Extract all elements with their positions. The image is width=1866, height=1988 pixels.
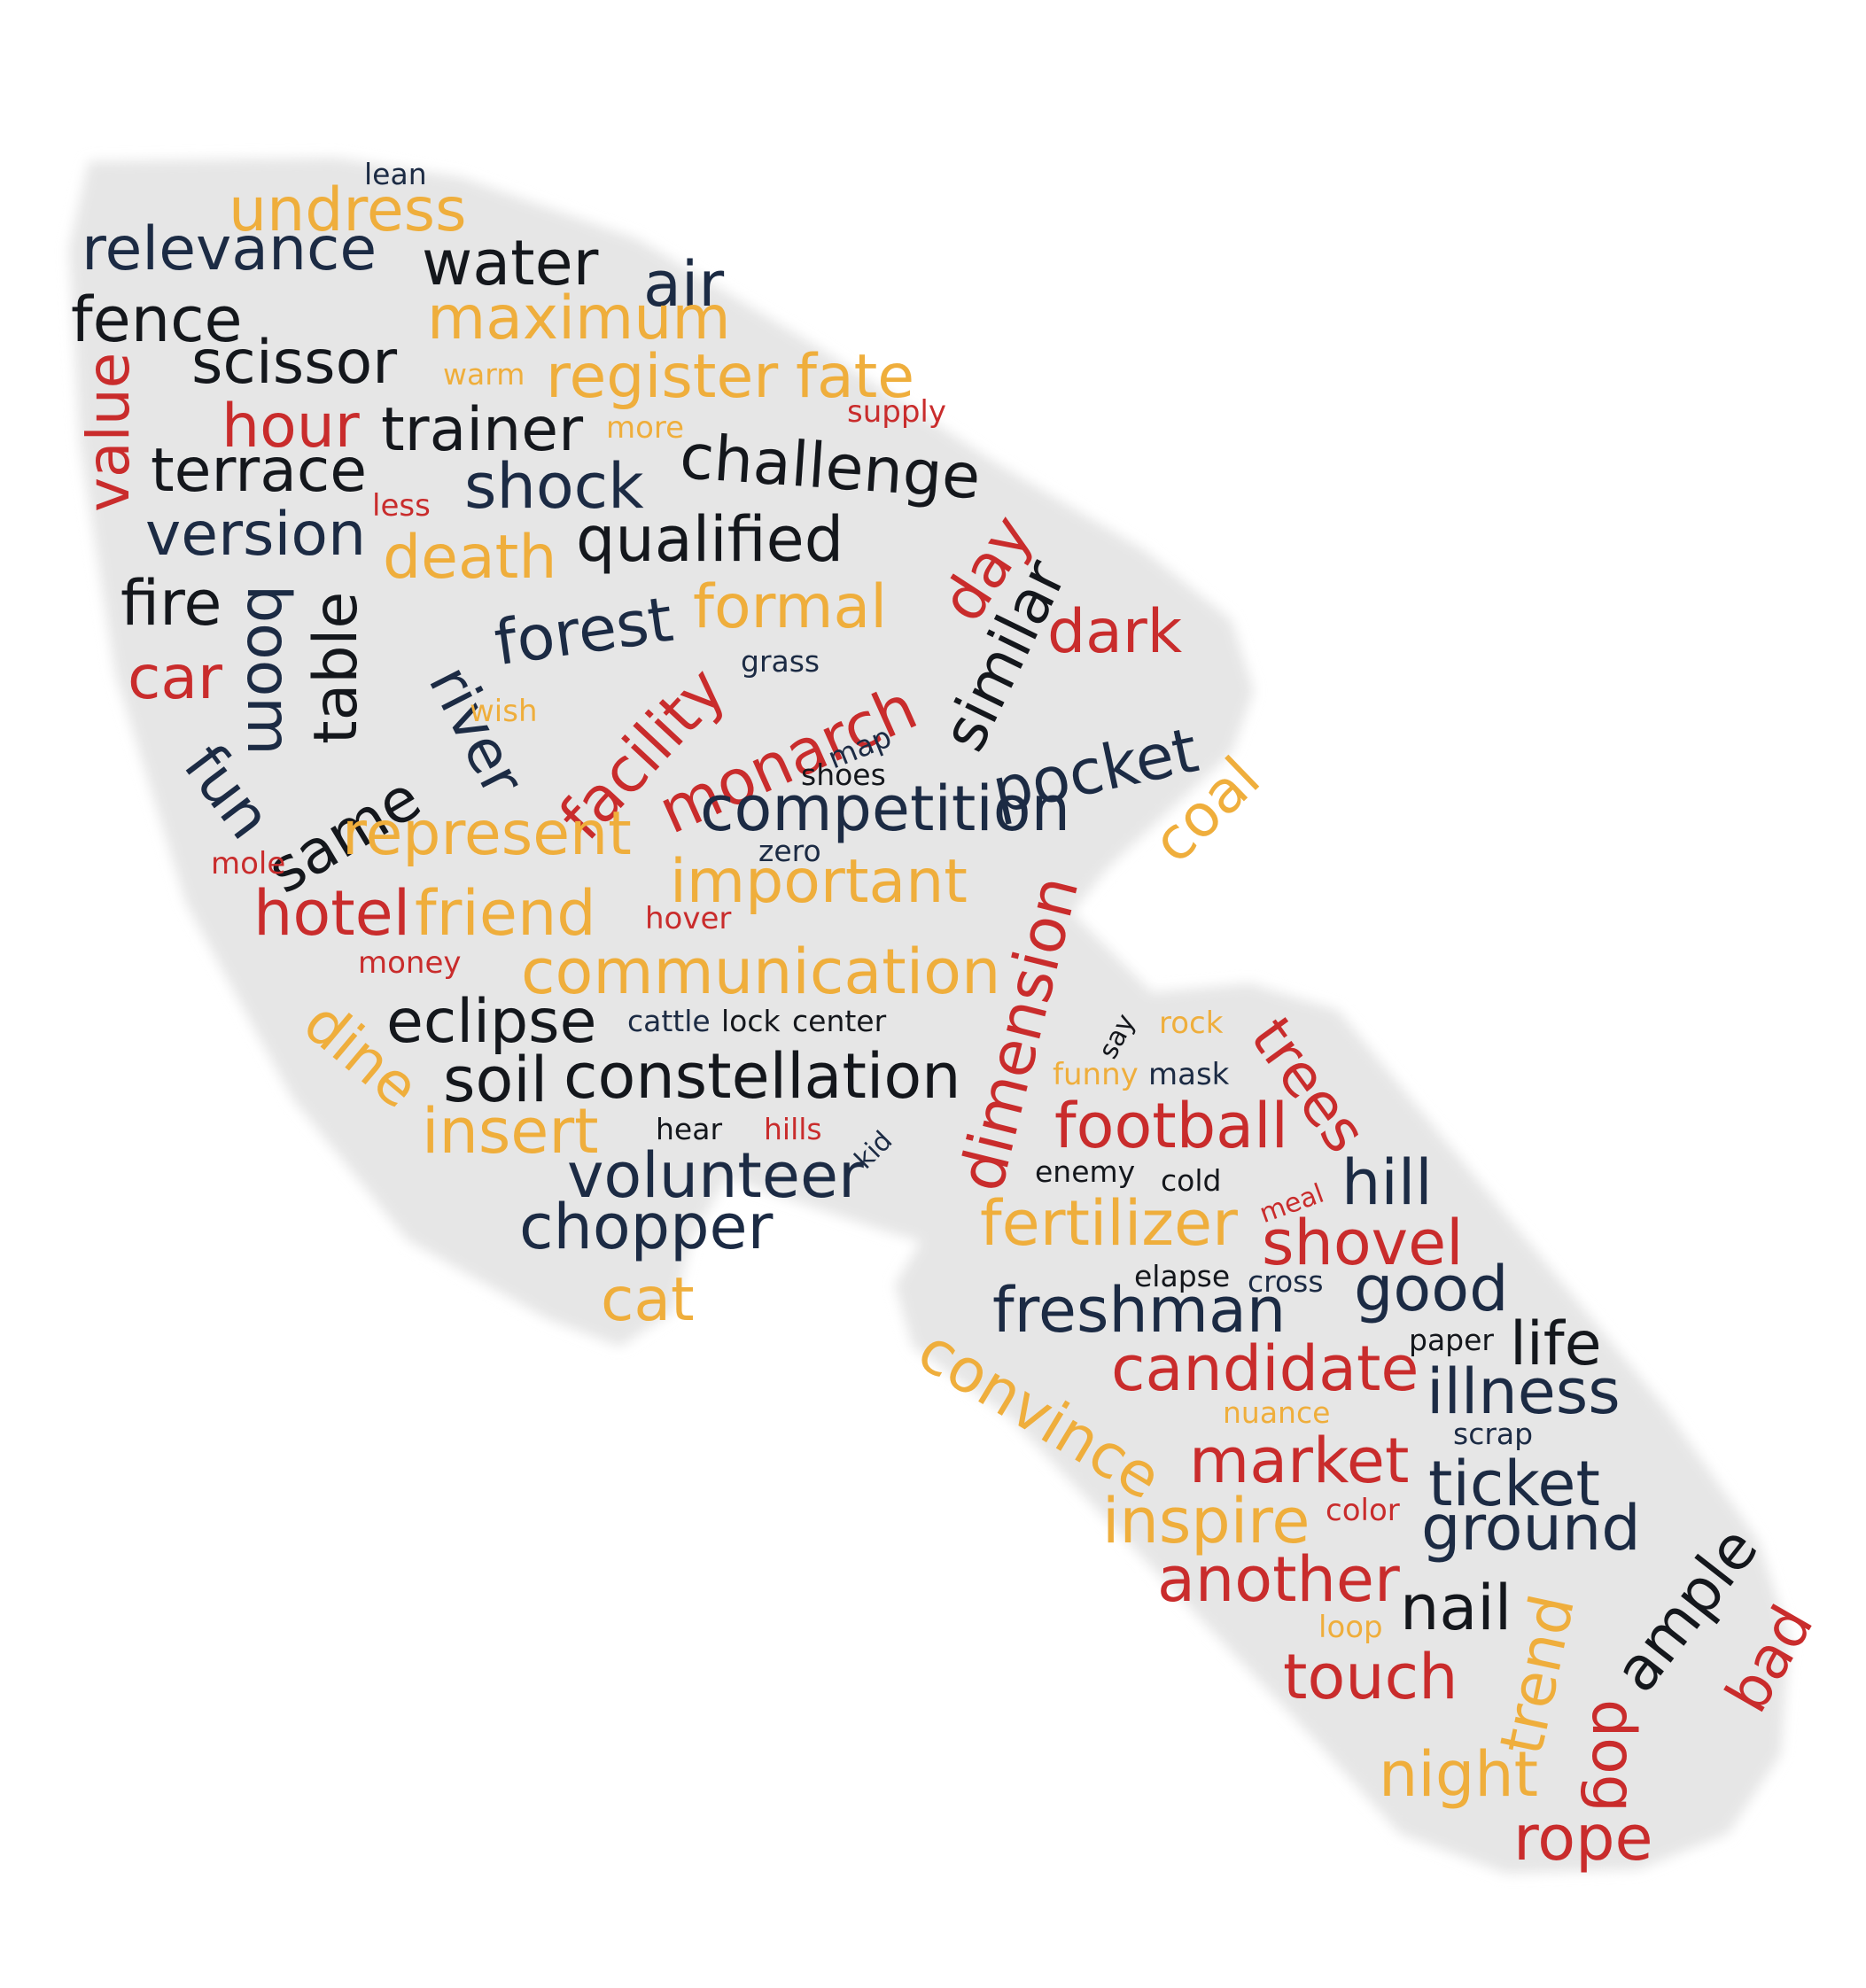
- word-hotel: hotel: [253, 877, 411, 950]
- trowel-handle: [895, 983, 1790, 1874]
- word-inspire: inspire: [1102, 1485, 1310, 1557]
- word-hills: hills: [764, 1112, 822, 1146]
- word-insert: insert: [422, 1095, 599, 1168]
- word-hover: hover: [645, 901, 732, 936]
- word-hour: hour: [222, 392, 360, 462]
- word-illness: illness: [1427, 1355, 1621, 1428]
- trowel-blade: [69, 158, 1258, 1347]
- word-hear: hear: [656, 1112, 723, 1146]
- word-forest: forest: [490, 582, 678, 680]
- word-car: car: [128, 643, 223, 713]
- word-life: life: [1510, 1309, 1602, 1379]
- word-volunteer: volunteer: [567, 1139, 864, 1212]
- word-cat: cat: [601, 1265, 695, 1335]
- word-soil: soil: [443, 1044, 548, 1116]
- word-competition: competition: [700, 773, 1070, 845]
- word-dark: dark: [1047, 597, 1183, 667]
- word-say: say: [1092, 1008, 1142, 1065]
- word-night: night: [1379, 1738, 1539, 1811]
- word-another: another: [1157, 1543, 1400, 1616]
- word-hill: hill: [1341, 1146, 1433, 1219]
- word-good: good: [1354, 1253, 1509, 1325]
- word-air: air: [643, 248, 725, 321]
- word-wish: wish: [470, 694, 538, 729]
- word-center: center: [792, 1004, 887, 1038]
- word-ticket: ticket: [1428, 1448, 1600, 1520]
- word-version: version: [145, 500, 367, 570]
- word-rock: rock: [1159, 1006, 1224, 1041]
- word-zero: zero: [758, 834, 821, 868]
- word-supply: supply: [847, 394, 946, 430]
- word-warm: warm: [443, 357, 525, 392]
- word-fate: fate: [796, 342, 915, 412]
- word-touch: touch: [1283, 1641, 1458, 1713]
- word-maximum: maximum: [427, 283, 731, 353]
- word-mole: mole: [211, 846, 286, 881]
- word-scissor: scissor: [191, 328, 398, 398]
- word-loop: loop: [1318, 1610, 1383, 1645]
- word-lock: lock: [721, 1004, 781, 1038]
- word-candidate: candidate: [1111, 1332, 1419, 1405]
- word-chopper: chopper: [519, 1191, 774, 1263]
- word-constellation: constellation: [564, 1040, 961, 1113]
- word-river: river: [415, 655, 538, 806]
- word-enemy: enemy: [1035, 1154, 1136, 1189]
- word-cattle: cattle: [627, 1004, 711, 1038]
- word-more: more: [606, 410, 685, 446]
- word-nail: nail: [1400, 1572, 1512, 1644]
- word-challenge: challenge: [677, 420, 984, 514]
- word-trainer: trainer: [381, 395, 584, 465]
- word-money: money: [358, 945, 462, 981]
- word-shock: shock: [464, 450, 644, 523]
- word-formal: formal: [693, 572, 888, 642]
- word-shovel: shovel: [1262, 1207, 1464, 1279]
- word-market: market: [1189, 1425, 1410, 1497]
- word-fertilizer: fertilizer: [980, 1187, 1238, 1260]
- word-nuance: nuance: [1223, 1395, 1331, 1430]
- word-value: value: [74, 352, 143, 512]
- word-funny: funny: [1053, 1057, 1139, 1092]
- word-dog: dog: [1578, 1699, 1648, 1813]
- word-elapse: elapse: [1134, 1259, 1231, 1293]
- word-register: register: [546, 342, 779, 412]
- word-represent: represent: [342, 799, 632, 869]
- word-color: color: [1326, 1493, 1400, 1528]
- word-terrace: terrace: [151, 436, 368, 506]
- word-important: important: [670, 847, 968, 917]
- word-eclipse: eclipse: [386, 987, 597, 1057]
- word-table: table: [301, 591, 371, 744]
- word-relevance: relevance: [82, 214, 377, 284]
- word-boom: boom: [233, 585, 303, 756]
- word-scrap: scrap: [1453, 1417, 1534, 1451]
- word-cross: cross: [1248, 1264, 1324, 1299]
- word-qualified: qualified: [576, 503, 844, 576]
- word-friend: friend: [415, 877, 596, 950]
- word-water: water: [422, 227, 599, 299]
- word-ground: ground: [1421, 1492, 1641, 1565]
- word-lean: lean: [364, 157, 427, 191]
- word-death: death: [383, 523, 557, 593]
- word-fire: fire: [121, 567, 222, 640]
- word-communication: communication: [521, 936, 1001, 1008]
- word-rope: rope: [1513, 1802, 1653, 1875]
- word-cold: cold: [1161, 1163, 1222, 1198]
- word-football: football: [1054, 1090, 1288, 1162]
- word-paper: paper: [1409, 1323, 1494, 1357]
- word-mask: mask: [1148, 1057, 1230, 1092]
- word-bad: bad: [1712, 1594, 1827, 1724]
- word-shoes: shoes: [801, 757, 886, 792]
- word-fence: fence: [71, 283, 243, 356]
- word-freshman: freshman: [992, 1274, 1287, 1347]
- word-grass: grass: [741, 644, 820, 679]
- word-undress: undress: [229, 175, 467, 245]
- word-less: less: [372, 488, 431, 524]
